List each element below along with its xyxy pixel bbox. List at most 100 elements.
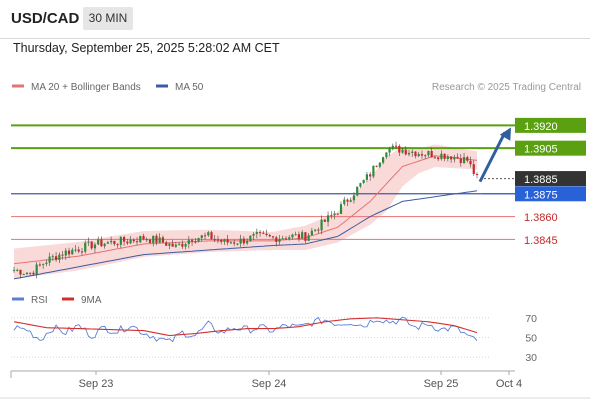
candle-body — [388, 148, 391, 153]
candle-body — [181, 243, 184, 247]
candle-body — [93, 244, 97, 249]
candle-body — [200, 235, 203, 239]
candle-body — [64, 250, 67, 256]
timeframe-button[interactable]: 30 MIN — [83, 7, 133, 30]
x-tick-label: Sep 25 — [424, 378, 459, 390]
candle-body — [161, 237, 165, 243]
rsi-tick-label: 50 — [525, 332, 537, 344]
x-tick-label: Oct 4 — [496, 378, 522, 390]
candle-body — [126, 241, 129, 244]
candle-body — [437, 157, 440, 160]
candle-body — [255, 232, 258, 234]
level-tag-pivot — [515, 186, 586, 202]
candle-body — [207, 232, 210, 236]
candle-body — [45, 262, 48, 264]
x-tick-label: Sep 23 — [79, 378, 114, 390]
projection-arrow-head — [499, 127, 511, 141]
last-price-label: 1.3885 — [524, 174, 558, 186]
level-tag-resistance — [515, 117, 586, 133]
legend-label-ma20: MA 20 + Bollinger Bands — [31, 82, 141, 93]
candle-body — [38, 264, 42, 266]
level-tag-connector — [482, 124, 515, 126]
ma50-line — [13, 190, 478, 280]
candle-body — [343, 199, 346, 205]
candle-body — [32, 272, 35, 275]
legend-swatch-ma50 — [156, 84, 168, 88]
candle-body — [152, 235, 155, 243]
candle-body — [333, 213, 336, 216]
candle-body — [440, 153, 443, 160]
candle-body — [116, 244, 119, 246]
candle-body — [288, 237, 291, 240]
candle-body — [411, 151, 414, 153]
rsi-ma-line — [13, 317, 478, 337]
candle-body — [90, 241, 93, 249]
candle-body — [475, 173, 479, 175]
level-label: 1.3905 — [524, 144, 558, 156]
candle-body — [178, 243, 181, 245]
candle-body — [80, 251, 84, 253]
candle-body — [326, 215, 330, 222]
candle-body — [216, 239, 220, 241]
candle-body — [446, 156, 449, 159]
candle-body — [466, 157, 469, 161]
candle-body — [336, 213, 339, 215]
candle-body — [427, 150, 430, 156]
legend-swatch-ma20 — [12, 84, 24, 88]
candle-body — [385, 152, 388, 158]
candle-body — [339, 204, 343, 214]
candle-body — [268, 235, 271, 237]
candle-body — [100, 239, 103, 247]
candle-body — [284, 238, 288, 240]
candle-body — [275, 237, 278, 242]
candle-body — [110, 240, 113, 243]
candle-body — [330, 215, 333, 217]
candle-body — [148, 239, 152, 243]
candle-body — [71, 249, 74, 255]
candle-body — [210, 232, 213, 240]
ma20-line — [13, 155, 478, 265]
candle-body — [391, 145, 394, 149]
candle-body — [142, 235, 145, 240]
legend-swatch-rsi — [12, 297, 24, 301]
candle-body — [48, 256, 51, 263]
candle-body — [51, 256, 54, 258]
candle-body — [420, 154, 424, 156]
candle-body — [194, 241, 197, 243]
candle-body — [187, 240, 190, 245]
candle-body — [54, 256, 58, 260]
candle-body — [291, 234, 294, 238]
candle-body — [378, 162, 381, 167]
chart-header: USD/CAD 30 MIN — [0, 0, 590, 39]
candle-body — [155, 235, 158, 243]
candle-body — [469, 160, 472, 165]
candle-body — [239, 238, 242, 244]
candle-body — [365, 174, 369, 180]
candle-body — [139, 235, 142, 243]
level-label: 1.3845 — [524, 235, 558, 247]
candle-body — [433, 157, 437, 159]
candle-body — [401, 149, 404, 153]
x-tick-label: Sep 24 — [252, 378, 287, 390]
level-label: 1.3920 — [524, 121, 558, 133]
chart-datetime: Thursday, September 25, 2025 5:28:02 AM … — [13, 41, 280, 55]
candle-body — [252, 233, 255, 236]
candle-body — [35, 264, 38, 275]
candle-body — [424, 155, 427, 157]
candle-body — [74, 249, 77, 251]
candle-body — [29, 272, 32, 274]
legend-swatch-rsi-ma — [62, 297, 74, 301]
candle-body — [106, 242, 109, 244]
candle-body — [307, 235, 310, 241]
candle-body — [242, 238, 245, 244]
candle-body — [223, 239, 226, 242]
candle-body — [462, 157, 466, 163]
level-label: 1.3875 — [524, 189, 558, 201]
candle-body — [398, 145, 401, 153]
chart-credit: Research © 2025 Trading Central — [432, 82, 581, 93]
candle-body — [168, 243, 171, 246]
candle-body — [190, 240, 194, 242]
candle-body — [294, 234, 297, 236]
candle-body — [369, 174, 372, 177]
legend-label-rsi: RSI — [31, 295, 48, 306]
